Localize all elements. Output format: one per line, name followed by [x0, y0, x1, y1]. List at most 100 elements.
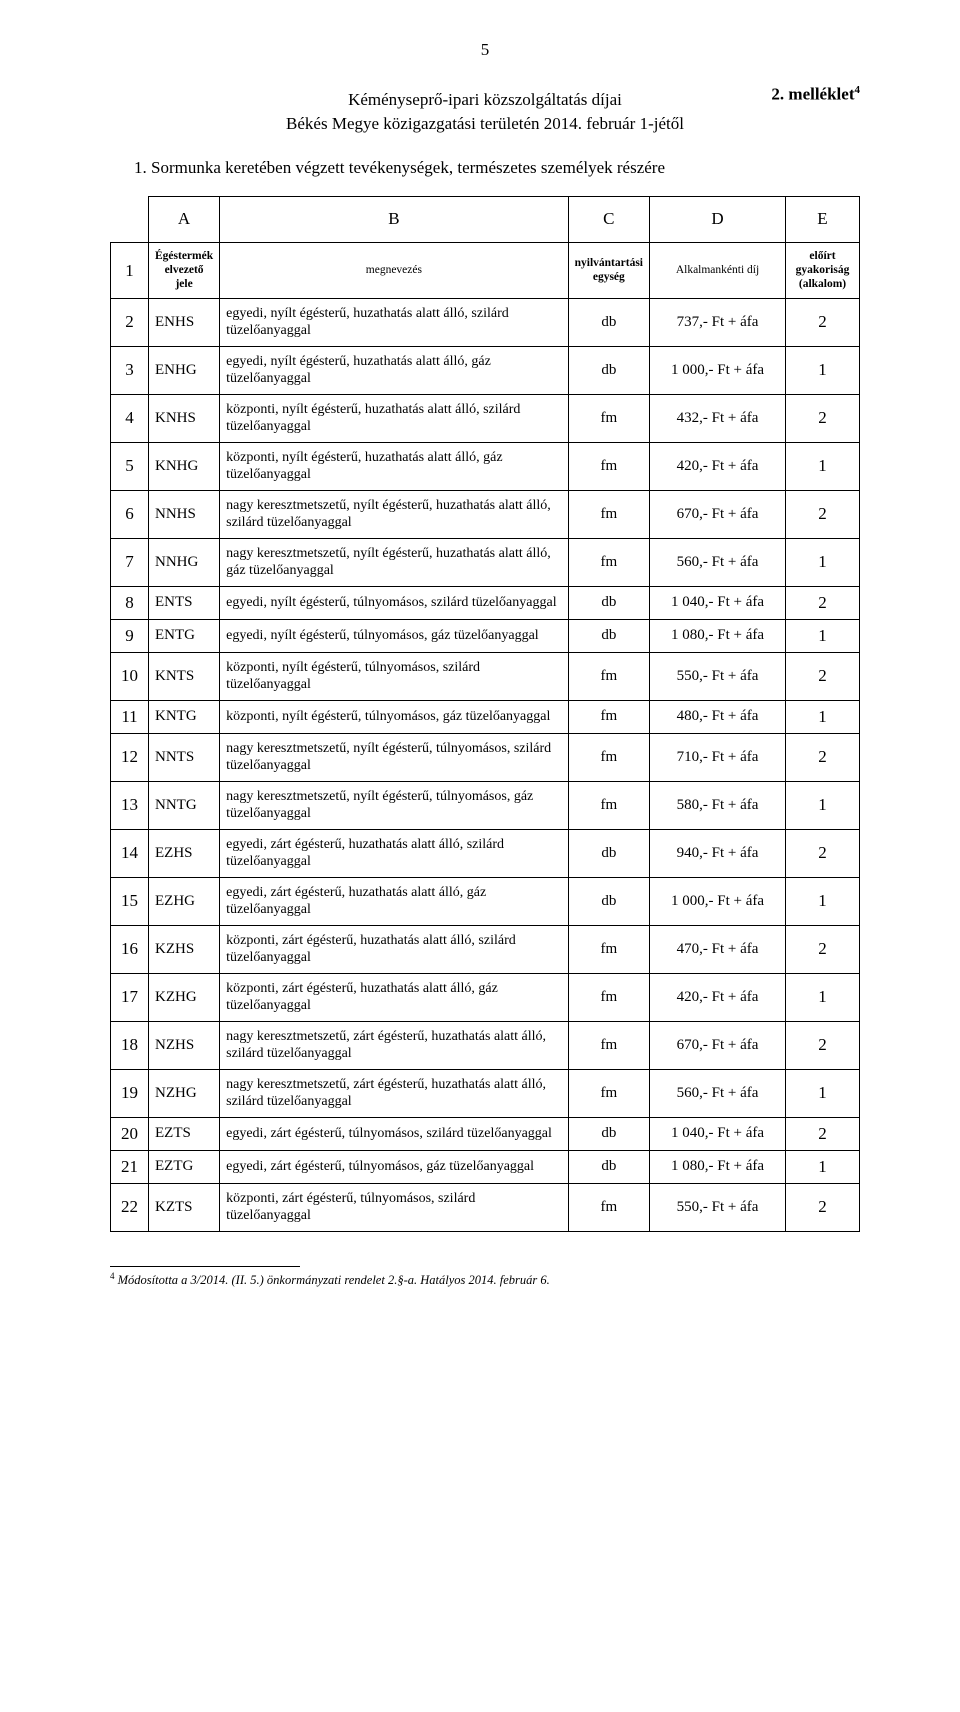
row-price: 1 080,- Ft + áfa: [650, 619, 786, 652]
attachment-label-sup: 4: [855, 84, 861, 96]
row-price: 550,- Ft + áfa: [650, 1183, 786, 1231]
row-freq: 1: [786, 619, 860, 652]
row-code: ENTG: [149, 619, 220, 652]
row-freq: 2: [786, 925, 860, 973]
row-code: EZHG: [149, 877, 220, 925]
row-unit: fm: [568, 442, 649, 490]
row-desc: központi, zárt égésterű, túlnyomásos, sz…: [220, 1183, 569, 1231]
footnote: 4 Módosította a 3/2014. (II. 5.) önkormá…: [110, 1271, 860, 1288]
row-freq: 2: [786, 733, 860, 781]
row-number: 16: [111, 925, 149, 973]
row-freq: 1: [786, 442, 860, 490]
row-desc: központi, nyílt égésterű, túlnyomásos, s…: [220, 652, 569, 700]
row-price: 420,- Ft + áfa: [650, 442, 786, 490]
row-code: NNTS: [149, 733, 220, 781]
row-code: ENTS: [149, 586, 220, 619]
row-price: 1 080,- Ft + áfa: [650, 1150, 786, 1183]
table-row: 2ENHSegyedi, nyílt égésterű, huzathatás …: [111, 298, 860, 346]
row-desc: nagy keresztmetszetű, nyílt égésterű, hu…: [220, 490, 569, 538]
row-number: 2: [111, 298, 149, 346]
table-row: 19NZHGnagy keresztmetszetű, zárt égéster…: [111, 1069, 860, 1117]
row-code: KZHS: [149, 925, 220, 973]
row-desc: egyedi, zárt égésterű, túlnyomásos, gáz …: [220, 1150, 569, 1183]
row-price: 940,- Ft + áfa: [650, 829, 786, 877]
table-row: 3ENHGegyedi, nyílt égésterű, huzathatás …: [111, 346, 860, 394]
row-freq: 1: [786, 781, 860, 829]
row-code: KNHS: [149, 394, 220, 442]
attachment-label: 2. melléklet4: [771, 84, 860, 105]
row-number: 19: [111, 1069, 149, 1117]
row-price: 710,- Ft + áfa: [650, 733, 786, 781]
row-freq: 1: [786, 877, 860, 925]
row-number: 13: [111, 781, 149, 829]
title-block: 2. melléklet4 Kéményseprő-ipari közszolg…: [110, 88, 860, 136]
row-freq: 1: [786, 973, 860, 1021]
row-unit: db: [568, 1150, 649, 1183]
row-desc: nagy keresztmetszetű, nyílt égésterű, hu…: [220, 538, 569, 586]
row-number: 21: [111, 1150, 149, 1183]
row-desc: központi, nyílt égésterű, huzathatás ala…: [220, 442, 569, 490]
row-price: 560,- Ft + áfa: [650, 538, 786, 586]
row-number: 4: [111, 394, 149, 442]
row-freq: 1: [786, 346, 860, 394]
row-unit: db: [568, 877, 649, 925]
row-desc: egyedi, nyílt égésterű, túlnyomásos, gáz…: [220, 619, 569, 652]
row-unit: fm: [568, 538, 649, 586]
header-col-c: nyilvántartási egység: [568, 242, 649, 298]
row-desc: egyedi, nyílt égésterű, túlnyomásos, szi…: [220, 586, 569, 619]
row-number: 3: [111, 346, 149, 394]
row-price: 670,- Ft + áfa: [650, 1021, 786, 1069]
row-price: 420,- Ft + áfa: [650, 973, 786, 1021]
table-row: 9ENTGegyedi, nyílt égésterű, túlnyomásos…: [111, 619, 860, 652]
row-unit: fm: [568, 1183, 649, 1231]
table-row: 15EZHGegyedi, zárt égésterű, huzathatás …: [111, 877, 860, 925]
row-freq: 1: [786, 538, 860, 586]
col-letter-d: D: [650, 196, 786, 242]
row-price: 737,- Ft + áfa: [650, 298, 786, 346]
header-col-d: Alkalmankénti díj: [650, 242, 786, 298]
title-line-2: Békés Megye közigazgatási területén 2014…: [110, 112, 860, 136]
row-code: EZHS: [149, 829, 220, 877]
table-row: 18NZHSnagy keresztmetszetű, zárt égéster…: [111, 1021, 860, 1069]
table-row: 21EZTGegyedi, zárt égésterű, túlnyomásos…: [111, 1150, 860, 1183]
row-freq: 2: [786, 1021, 860, 1069]
table-row: 5KNHGközponti, nyílt égésterű, huzathatá…: [111, 442, 860, 490]
section-heading-text: 1. Sormunka keretében végzett tevékenysé…: [134, 158, 665, 177]
table-row: 16KZHSközponti, zárt égésterű, huzathatá…: [111, 925, 860, 973]
row-desc: egyedi, zárt égésterű, huzathatás alatt …: [220, 877, 569, 925]
row-number: 22: [111, 1183, 149, 1231]
row-unit: db: [568, 829, 649, 877]
col-letter-e: E: [786, 196, 860, 242]
table-row: 12NNTSnagy keresztmetszetű, nyílt égéste…: [111, 733, 860, 781]
row-desc: egyedi, zárt égésterű, túlnyomásos, szil…: [220, 1117, 569, 1150]
row-price: 1 000,- Ft + áfa: [650, 346, 786, 394]
fees-table: A B C D E 1 Égéstermék elvezető jele meg…: [110, 196, 860, 1232]
row-price: 560,- Ft + áfa: [650, 1069, 786, 1117]
row-unit: fm: [568, 781, 649, 829]
row-code: NNTG: [149, 781, 220, 829]
row-freq: 2: [786, 1183, 860, 1231]
row-freq: 1: [786, 1069, 860, 1117]
row-unit: fm: [568, 394, 649, 442]
row-desc: nagy keresztmetszetű, nyílt égésterű, tú…: [220, 733, 569, 781]
row-code: ENHS: [149, 298, 220, 346]
row-code: NZHS: [149, 1021, 220, 1069]
row-freq: 2: [786, 490, 860, 538]
row-price: 580,- Ft + áfa: [650, 781, 786, 829]
row-desc: egyedi, nyílt égésterű, huzathatás alatt…: [220, 298, 569, 346]
row-desc: nagy keresztmetszetű, zárt égésterű, huz…: [220, 1069, 569, 1117]
row-code: KZTS: [149, 1183, 220, 1231]
row-freq: 2: [786, 394, 860, 442]
row-number: 9: [111, 619, 149, 652]
row-freq: 1: [786, 700, 860, 733]
row-unit: fm: [568, 1021, 649, 1069]
row-number: 14: [111, 829, 149, 877]
page-number: 5: [110, 40, 860, 60]
document-page: 5 2. melléklet4 Kéményseprő-ipari közszo…: [0, 0, 960, 1328]
table-row: 13NNTGnagy keresztmetszetű, nyílt égéste…: [111, 781, 860, 829]
row-unit: db: [568, 1117, 649, 1150]
row-code: KNTG: [149, 700, 220, 733]
row-price: 550,- Ft + áfa: [650, 652, 786, 700]
row-number: 18: [111, 1021, 149, 1069]
table-row: 17KZHGközponti, zárt égésterű, huzathatá…: [111, 973, 860, 1021]
